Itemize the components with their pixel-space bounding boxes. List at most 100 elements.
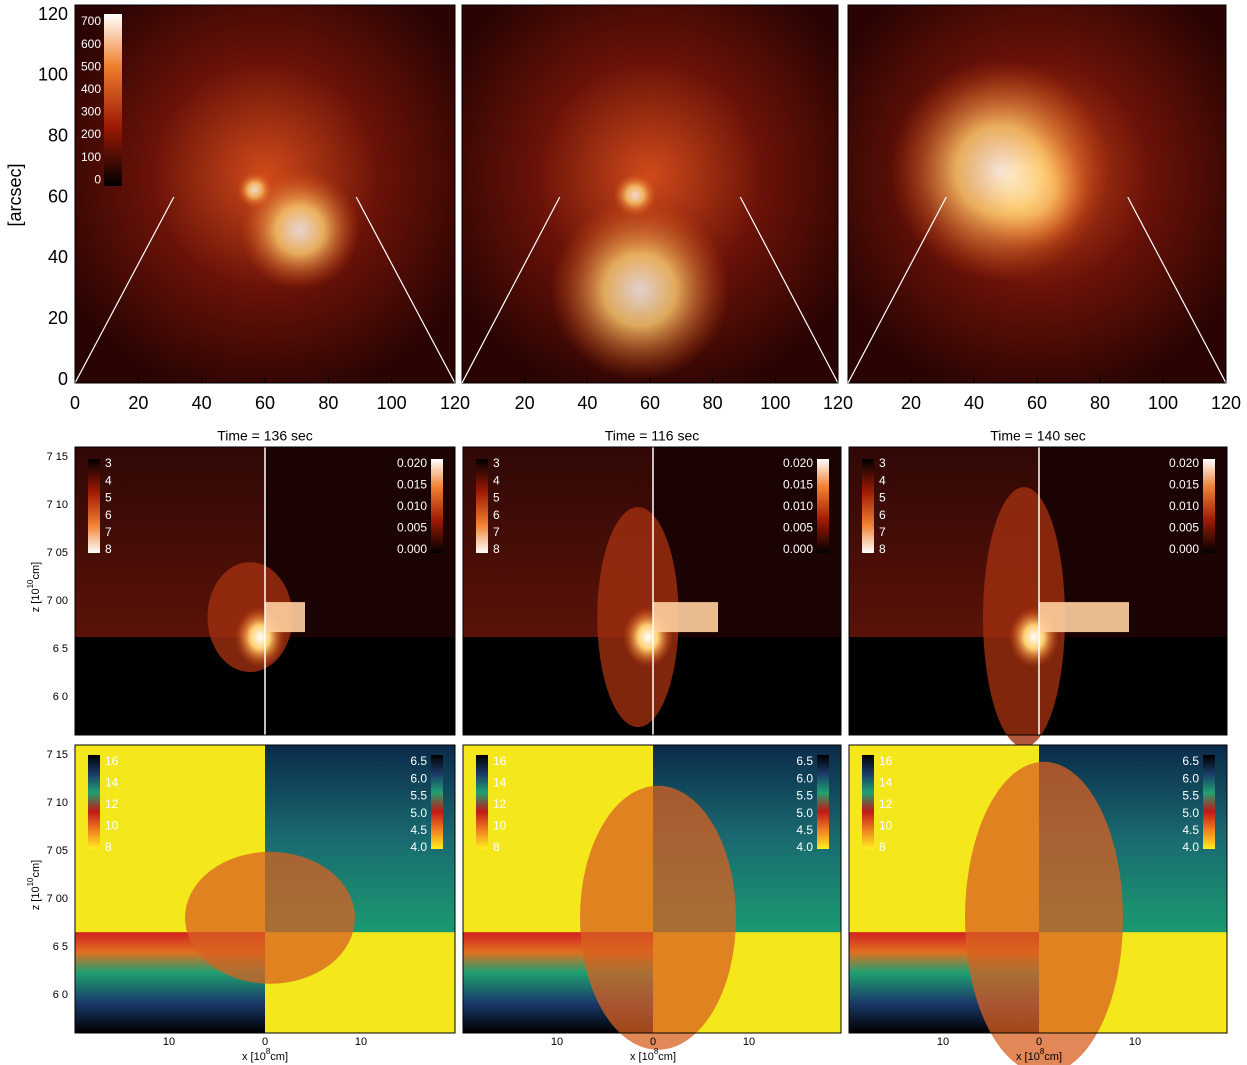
colorbar-label: 5.5 [796, 789, 813, 803]
label-part: z [10 [30, 886, 42, 910]
label-part: z [10 [30, 588, 42, 612]
z-tick-label: 7 05 [47, 547, 68, 559]
x-tick-label: 120 [440, 393, 470, 413]
colorbar-label: 4.5 [796, 823, 813, 837]
x-tick-label: 10 [743, 1036, 755, 1048]
label-part: x [10 [242, 1051, 266, 1063]
colorbar-label: 0.000 [397, 542, 427, 556]
colorbar [817, 459, 829, 553]
x-tick-label: 40 [964, 393, 984, 413]
colorbar-label: 10 [493, 819, 507, 833]
colorbar-label: 12 [105, 797, 119, 811]
y-tick-label: 60 [48, 186, 68, 206]
colorbar [88, 755, 100, 849]
axis-label: x [108cm] [242, 1047, 288, 1063]
axis-label: z [1010cm] [26, 860, 42, 911]
colorbar-label: 0.015 [783, 478, 813, 492]
colorbar-label: 0.015 [397, 478, 427, 492]
colorbar-label: 16 [105, 754, 119, 768]
x-tick-label: 60 [255, 393, 275, 413]
y-tick-label: 40 [48, 247, 68, 267]
colorbar-label: 600 [81, 37, 101, 51]
colorbar [862, 459, 874, 553]
colorbar [431, 755, 443, 849]
colorbar-label: 8 [493, 542, 500, 556]
y-tick-label: 80 [48, 125, 68, 145]
colorbar-label: 5.5 [410, 789, 427, 803]
x-tick-label: 100 [760, 393, 790, 413]
colorbar-label: 6 [879, 508, 886, 522]
y-axis-label: [arcsec] [5, 163, 25, 226]
colorbar-label: 6.5 [1182, 754, 1199, 768]
y-tick-label: 120 [38, 4, 68, 24]
x-tick-label: 0 [1036, 1036, 1042, 1048]
colorbar-label: 0.020 [783, 456, 813, 470]
colorbar-label: 7 [493, 525, 500, 539]
x-tick-label: 0 [650, 1036, 656, 1048]
colorbar-label: 4 [105, 473, 112, 487]
x-tick-label: 100 [1148, 393, 1178, 413]
colorbar-label: 5 [879, 491, 886, 505]
colorbar [1203, 755, 1215, 849]
colorbar [862, 755, 874, 849]
outflow [653, 602, 718, 632]
colorbar-label: 6.0 [410, 771, 427, 785]
colorbar [88, 459, 100, 553]
x-tick-label: 10 [355, 1036, 367, 1048]
colorbar-label: 8 [105, 542, 112, 556]
colorbar-label: 4 [493, 473, 500, 487]
colorbar-label: 5.0 [410, 806, 427, 820]
colorbar-label: 4.0 [410, 840, 427, 854]
x-tick-label: 60 [1027, 393, 1047, 413]
label-part: cm] [270, 1051, 288, 1063]
colorbar [817, 755, 829, 849]
colorbar-label: 0.010 [783, 499, 813, 513]
colorbar-label: 0 [94, 172, 101, 186]
colorbar-label: 7 [105, 525, 112, 539]
colorbar-label: 10 [879, 819, 893, 833]
label-part: cm] [30, 562, 42, 580]
eruption [965, 762, 1123, 1065]
z-tick-label: 6 0 [53, 691, 68, 703]
colorbar-label: 5.0 [1182, 806, 1199, 820]
axis-label: x [108cm] [630, 1047, 676, 1063]
colorbar-label: 7 [879, 525, 886, 539]
colorbar-label: 6.5 [410, 754, 427, 768]
z-tick-label: 6 5 [53, 941, 68, 953]
colorbar-label: 14 [493, 776, 507, 790]
time-label: Time = 136 sec [217, 428, 313, 444]
time-label: Time = 140 sec [990, 428, 1086, 444]
axis-label: z [1010cm] [26, 562, 42, 613]
label-part: x [10 [630, 1051, 654, 1063]
colorbar-label: 5.5 [1182, 789, 1199, 803]
x-tick-label: 80 [318, 393, 338, 413]
colorbar [476, 755, 488, 849]
colorbar-label: 0.020 [397, 456, 427, 470]
colorbar-label: 0.005 [783, 521, 813, 535]
colorbar-label: 8 [105, 840, 112, 854]
z-tick-label: 7 05 [47, 845, 68, 857]
colorbar-label: 10 [105, 819, 119, 833]
colorbar-label: 5 [493, 491, 500, 505]
label-part: cm] [30, 860, 42, 878]
colorbar-label: 700 [81, 14, 101, 28]
colorbar [104, 14, 122, 186]
x-tick-label: 80 [1090, 393, 1110, 413]
x-tick-label: 20 [515, 393, 535, 413]
z-tick-label: 7 15 [47, 749, 68, 761]
colorbar [431, 459, 443, 553]
label-part: x [10 [1016, 1051, 1040, 1063]
y-tick-label: 20 [48, 308, 68, 328]
x-tick-label: 40 [577, 393, 597, 413]
eruption [580, 786, 736, 1050]
colorbar-label: 500 [81, 59, 101, 73]
colorbar-label: 0.020 [1169, 456, 1199, 470]
bright-region [890, 60, 1110, 280]
colorbar-label: 4 [879, 473, 886, 487]
x-tick-label: 80 [703, 393, 723, 413]
colorbar-label: 6.5 [796, 754, 813, 768]
colorbar-label: 0.010 [1169, 499, 1199, 513]
z-tick-label: 7 00 [47, 893, 68, 905]
x-tick-label: 120 [823, 393, 853, 413]
bright-region [240, 170, 360, 290]
